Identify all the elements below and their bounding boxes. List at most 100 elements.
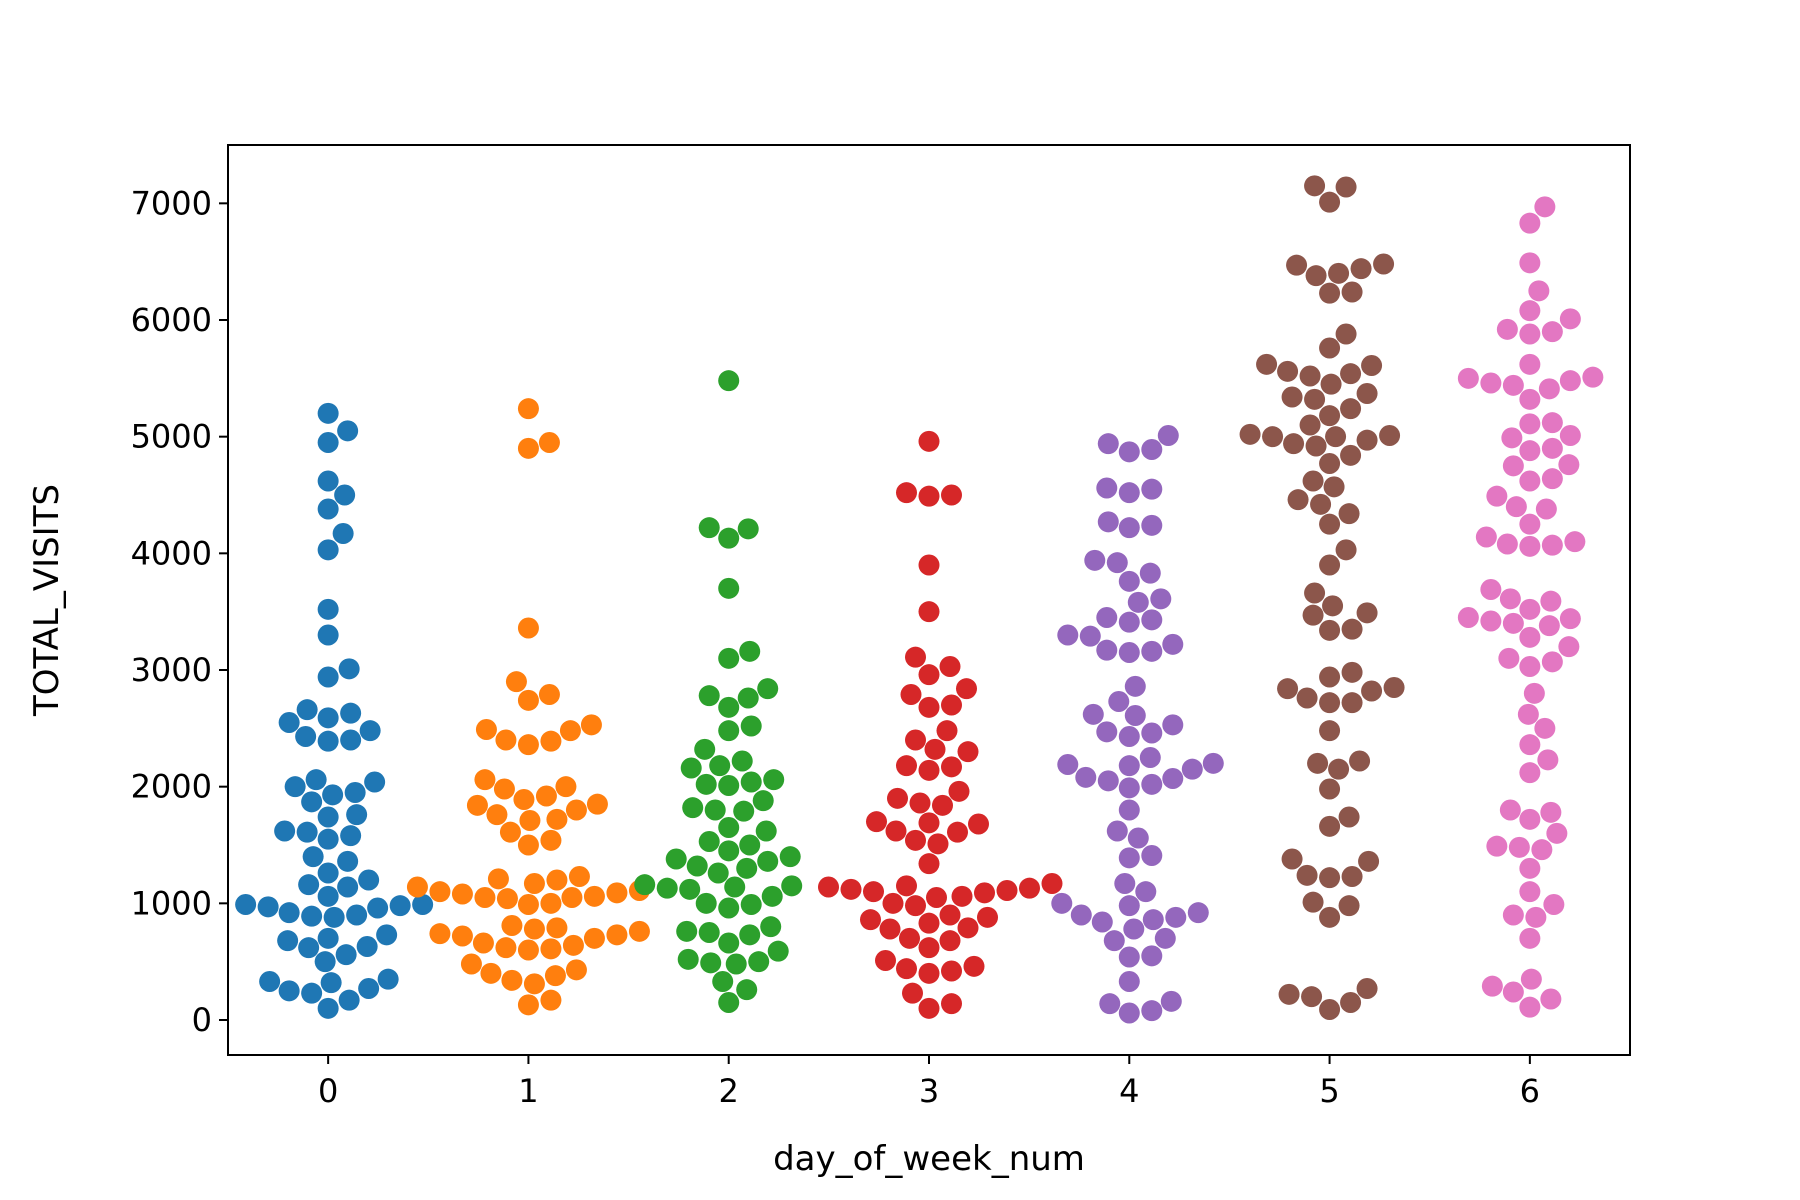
data-point-day-5	[1340, 444, 1362, 466]
data-point-day-6	[1519, 881, 1541, 903]
data-point-day-6	[1534, 717, 1556, 739]
data-point-day-3	[905, 646, 926, 668]
data-point-day-3	[974, 882, 995, 904]
data-point-day-3	[939, 904, 961, 926]
data-point-day-1	[505, 671, 527, 693]
data-point-day-0	[356, 936, 378, 957]
data-point-day-6	[1519, 252, 1541, 274]
data-point-day-2	[725, 953, 747, 975]
data-point-day-6	[1519, 762, 1541, 784]
data-point-day-4	[1187, 902, 1209, 924]
data-point-day-2	[718, 817, 740, 838]
data-point-day-0	[298, 937, 320, 959]
data-point-day-0	[367, 897, 389, 919]
data-point-day-6	[1534, 196, 1556, 218]
data-point-day-1	[544, 965, 566, 987]
data-point-day-4	[1118, 611, 1140, 633]
data-point-day-4	[1141, 1000, 1163, 1022]
data-point-day-5	[1304, 388, 1326, 410]
data-point-day-3	[887, 787, 908, 809]
data-point-day-3	[918, 812, 940, 834]
data-point-day-4	[1103, 930, 1125, 952]
data-point-day-5	[1340, 363, 1362, 385]
data-point-day-5	[1286, 254, 1308, 276]
data-point-day-1	[460, 953, 482, 975]
data-point-day-5	[1335, 323, 1357, 345]
data-point-day-2	[712, 971, 734, 992]
data-point-day-4	[1150, 588, 1172, 610]
data-point-day-4	[1162, 633, 1184, 655]
data-point-day-2	[695, 773, 717, 795]
data-point-day-6	[1480, 579, 1502, 600]
data-point-day-3	[896, 755, 917, 777]
data-point-day-2	[634, 874, 656, 896]
data-point-day-5	[1356, 602, 1378, 624]
data-point-day-2	[740, 894, 762, 915]
data-point-day-5	[1319, 554, 1341, 576]
data-point-day-3	[939, 930, 961, 952]
data-point-day-6	[1475, 526, 1497, 548]
data-point-day-1	[406, 876, 428, 898]
x-tick-label: 5	[1319, 1072, 1339, 1110]
data-point-day-2	[676, 920, 698, 942]
data-point-day-1	[517, 939, 539, 961]
data-point-day-4	[1160, 990, 1182, 1012]
data-point-day-1	[517, 437, 539, 459]
data-point-day-3	[905, 895, 926, 917]
data-point-day-0	[346, 904, 368, 926]
data-point-day-5	[1307, 752, 1329, 774]
data-point-day-2	[740, 771, 762, 793]
data-point-day-4	[1139, 562, 1161, 584]
data-point-day-6	[1519, 535, 1541, 557]
data-point-day-6	[1486, 835, 1508, 857]
data-point-day-6	[1519, 513, 1541, 535]
x-tick-label: 4	[1119, 1072, 1139, 1110]
data-point-day-0	[364, 771, 386, 793]
data-point-day-1	[501, 915, 523, 936]
data-point-day-2	[767, 940, 789, 962]
data-point-day-4	[1124, 705, 1146, 726]
data-point-day-5	[1262, 426, 1284, 448]
data-point-day-6	[1519, 927, 1541, 949]
data-point-day-3	[918, 997, 940, 1019]
data-point-day-1	[517, 398, 539, 420]
x-tick-label: 1	[518, 1072, 538, 1110]
data-point-day-1	[519, 810, 541, 831]
data-point-day-0	[274, 820, 296, 842]
data-point-day-3	[927, 833, 949, 855]
data-point-day-2	[709, 755, 731, 777]
data-point-day-2	[736, 857, 758, 879]
data-point-day-4	[1106, 820, 1128, 842]
data-point-day-0	[284, 776, 306, 798]
data-point-day-2	[724, 876, 746, 898]
data-point-day-4	[1118, 777, 1140, 799]
data-point-day-0	[317, 432, 339, 453]
data-point-day-4	[1123, 918, 1145, 940]
data-point-day-6	[1519, 353, 1541, 375]
data-point-day-2	[736, 979, 758, 1001]
data-point-day-6	[1496, 318, 1518, 340]
data-point-day-2	[677, 948, 699, 970]
data-point-day-4	[1141, 945, 1163, 967]
data-point-day-0	[278, 712, 300, 733]
data-point-day-1	[429, 881, 451, 903]
data-point-day-3	[1019, 877, 1040, 899]
data-point-day-5	[1322, 595, 1344, 617]
data-point-day-4	[1051, 892, 1073, 914]
data-point-day-3	[996, 880, 1018, 901]
data-point-day-5	[1341, 661, 1363, 683]
data-point-day-5	[1338, 895, 1360, 917]
data-point-day-6	[1480, 610, 1502, 632]
data-point-day-4	[1124, 675, 1146, 697]
data-point-day-0	[259, 971, 281, 992]
data-point-day-3	[860, 909, 881, 931]
data-point-day-5	[1302, 470, 1324, 492]
data-point-day-2	[779, 846, 801, 868]
data-point-day-3	[899, 927, 920, 949]
data-point-day-2	[718, 720, 740, 742]
data-point-day-3	[863, 881, 884, 903]
data-point-day-0	[346, 804, 368, 826]
data-point-day-6	[1499, 799, 1521, 821]
data-point-day-5	[1319, 999, 1341, 1020]
data-point-day-6	[1559, 608, 1581, 630]
